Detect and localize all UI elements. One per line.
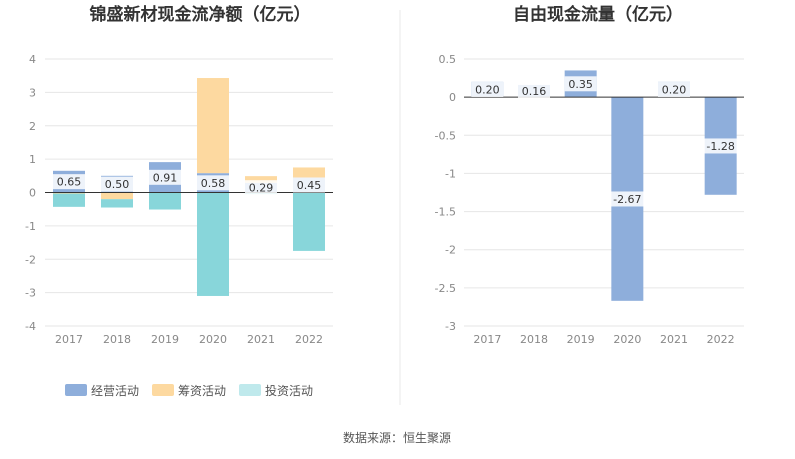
right-data-label: -2.67 <box>613 193 641 206</box>
right-data-label: 0.16 <box>522 85 547 98</box>
left-y-tick-label: 1 <box>29 153 36 166</box>
left-data-label-bg <box>197 175 229 191</box>
left-bar-financing <box>53 192 85 194</box>
right-data-label-bg <box>607 191 647 207</box>
left-data-label: 0.29 <box>249 182 274 195</box>
left-bar-investing <box>53 193 85 207</box>
right-data-label-bg <box>701 138 741 154</box>
left-y-tick-label: 0 <box>29 187 36 200</box>
right-data-label-bg <box>658 82 690 98</box>
left-data-label: 0.50 <box>105 178 130 191</box>
left-bar-financing <box>293 167 325 178</box>
legend-item-investing[interactable]: 投资活动 <box>239 383 313 398</box>
left-data-label-bg <box>101 176 133 192</box>
left-data-label: 0.58 <box>201 177 226 190</box>
legend-swatch-operating <box>65 384 87 396</box>
right-data-label-bg <box>518 83 550 99</box>
right-y-tick-label: -3 <box>445 320 456 333</box>
left-x-tick-label: 2021 <box>247 333 275 346</box>
left-y-tick-label: 2 <box>29 120 36 133</box>
left-data-label-bg <box>245 180 277 196</box>
left-data-label: 0.45 <box>297 179 322 192</box>
right-x-tick-label: 2017 <box>473 333 501 346</box>
left-bar-financing <box>245 176 277 183</box>
right-x-tick-label: 2021 <box>660 333 688 346</box>
right-data-label-bg <box>564 76 597 92</box>
legend: 经营活动 筹资活动 投资活动 <box>65 383 313 398</box>
left-bar-investing <box>101 199 133 208</box>
left-data-label: 0.65 <box>57 176 82 189</box>
legend-swatch-investing <box>239 384 261 396</box>
left-x-tick-label: 2019 <box>151 333 179 346</box>
right-data-label: 0.20 <box>475 84 500 97</box>
right-x-tick-label: 2020 <box>613 333 641 346</box>
left-data-label-bg <box>149 169 181 185</box>
legend-swatch-financing <box>152 384 174 396</box>
left-y-tick-label: -4 <box>25 320 36 333</box>
right-y-tick-label: -1 <box>445 167 456 180</box>
right-x-tick-label: 2019 <box>567 333 595 346</box>
legend-item-financing[interactable]: 筹资活动 <box>152 384 226 398</box>
left-bar-investing <box>293 192 325 251</box>
left-y-tick-label: -3 <box>25 287 36 300</box>
left-y-tick-label: -2 <box>25 253 36 266</box>
legend-label-investing: 投资活动 <box>265 383 313 398</box>
left-x-tick-label: 2022 <box>295 333 323 346</box>
left-x-tick-label: 2018 <box>103 333 131 346</box>
left-y-tick-label: -1 <box>25 220 36 233</box>
left-y-tick-label: 4 <box>29 53 36 66</box>
right-y-tick-label: 0 <box>449 91 456 104</box>
left-x-tick-label: 2020 <box>199 333 227 346</box>
right-x-tick-label: 2022 <box>707 333 735 346</box>
left-y-tick-label: 3 <box>29 86 36 99</box>
left-bar-investing <box>197 192 229 296</box>
data-source-note: 数据来源：恒生聚源 <box>343 430 451 445</box>
left-x-tick-label: 2017 <box>55 333 83 346</box>
right-y-tick-label: -0.5 <box>435 129 456 142</box>
legend-item-operating[interactable]: 经营活动 <box>65 384 139 398</box>
right-chart: 0.5 0 -0.5 -1 -1.5 -2 -2.5 -3 2017 2018 2019 2020 20… <box>435 53 744 346</box>
legend-label-financing: 筹资活动 <box>178 384 226 398</box>
right-data-label: 0.35 <box>568 78 593 91</box>
left-data-label-bg <box>53 174 85 190</box>
left-data-label: 0.91 <box>153 171 178 184</box>
left-chart-title: 锦盛新材现金流净额（亿元） <box>90 4 311 25</box>
right-data-label: 0.20 <box>662 84 687 97</box>
right-chart-title: 自由现金流量（亿元） <box>513 4 683 25</box>
right-data-label: -1.28 <box>706 140 734 153</box>
right-y-tick-label: -1.5 <box>435 206 456 219</box>
right-data-label-bg <box>471 82 504 98</box>
right-y-tick-label: -2.5 <box>435 282 456 295</box>
left-chart: 4 3 2 1 0 -1 -2 -3 -4 2017 2018 2019 2020 2021 2022 0.6… <box>25 53 333 346</box>
right-y-tick-label: 0.5 <box>439 53 457 66</box>
right-y-tick-label: -2 <box>445 244 456 257</box>
legend-label-operating: 经营活动 <box>91 384 139 398</box>
left-bar-investing <box>149 192 181 210</box>
left-bar-financing <box>101 192 133 200</box>
left-data-label-bg <box>293 177 325 193</box>
right-x-tick-label: 2018 <box>520 333 548 346</box>
left-bar-financing <box>197 78 229 174</box>
